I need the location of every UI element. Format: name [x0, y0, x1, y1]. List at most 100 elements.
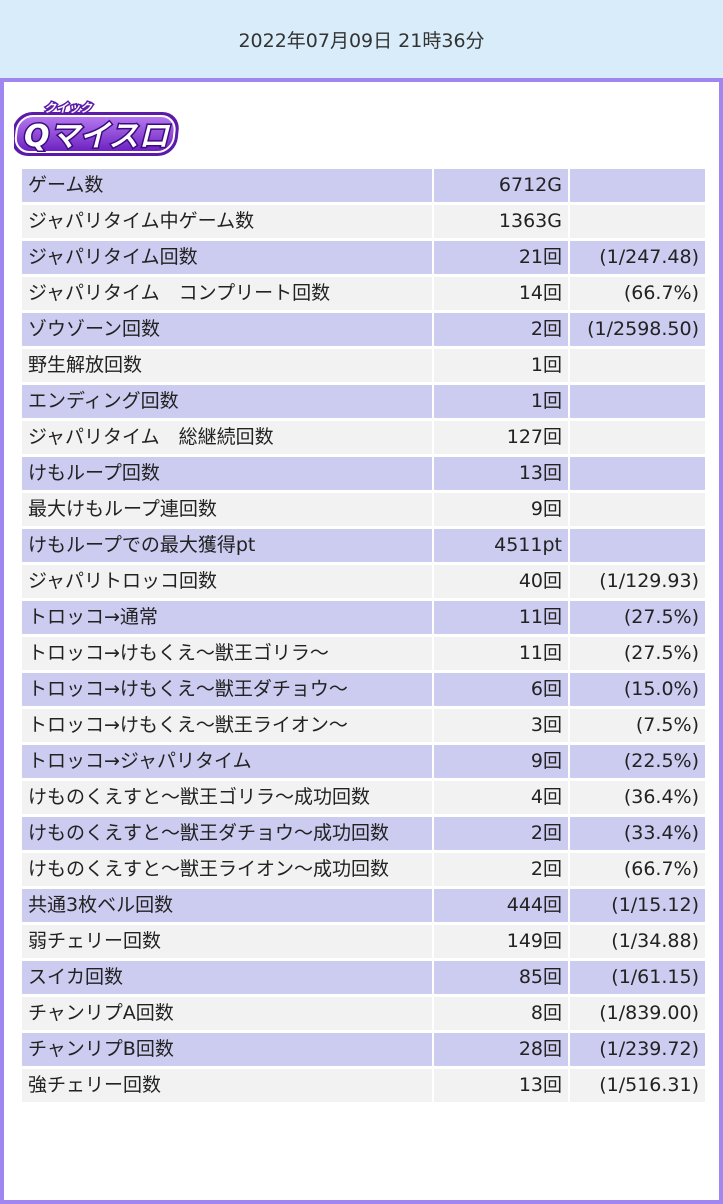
stat-name-cell: ジャパリタイム 総継続回数 — [22, 421, 432, 454]
stat-name-cell: ジャパリタイム中ゲーム数 — [22, 205, 432, 238]
stat-name-cell: トロッコ→けもくえ～獣王ダチョウ～ — [22, 673, 432, 706]
stat-ratio-cell: (66.7%) — [570, 277, 705, 310]
stat-ratio-cell: (7.5%) — [570, 709, 705, 742]
stat-ratio-cell: (1/239.72) — [570, 1033, 705, 1066]
table-row: ジャパリタイム回数 21回 (1/247.48) — [22, 241, 705, 274]
stat-name-cell: けものくえすと～獣王ゴリラ～成功回数 — [22, 781, 432, 814]
stat-ratio-cell — [570, 169, 705, 202]
stat-ratio-cell — [570, 421, 705, 454]
table-row: ジャパリタイム中ゲーム数 1363G — [22, 205, 705, 238]
stat-value-cell: 444回 — [434, 889, 568, 922]
stat-value-cell: 1回 — [434, 349, 568, 382]
stat-ratio-cell: (1/34.88) — [570, 925, 705, 958]
table-row: 共通3枚ベル回数 444回 (1/15.12) — [22, 889, 705, 922]
stat-ratio-cell: (1/129.93) — [570, 565, 705, 598]
stat-ratio-cell — [570, 349, 705, 382]
stat-name-cell: けもループでの最大獲得pt — [22, 529, 432, 562]
stat-name-cell: けものくえすと～獣王ダチョウ～成功回数 — [22, 817, 432, 850]
stat-ratio-cell: (36.4%) — [570, 781, 705, 814]
stat-value-cell: 127回 — [434, 421, 568, 454]
stat-name-cell: 弱チェリー回数 — [22, 925, 432, 958]
stat-ratio-cell: (1/61.15) — [570, 961, 705, 994]
table-row: けものくえすと～獣王ライオン～成功回数 2回 (66.7%) — [22, 853, 705, 886]
page-header: 2022年07月09日 21時36分 — [0, 0, 723, 78]
datetime-label: 2022年07月09日 21時36分 — [238, 29, 485, 52]
stat-ratio-cell: (27.5%) — [570, 601, 705, 634]
stat-name-cell: チャンリプB回数 — [22, 1033, 432, 1066]
stat-name-cell: トロッコ→けもくえ～獣王ゴリラ～ — [22, 637, 432, 670]
stat-name-cell: ジャパリトロッコ回数 — [22, 565, 432, 598]
table-row: 弱チェリー回数 149回 (1/34.88) — [22, 925, 705, 958]
stat-name-cell: ゾウゾーン回数 — [22, 313, 432, 346]
quick-my-slo-logo: クイック Qマイスロ — [14, 100, 179, 156]
stat-ratio-cell — [570, 457, 705, 490]
stats-panel: クイック Qマイスロ ゲーム数 6712G ジャパリタイム中ゲーム数 1363G ジャパ… — [0, 78, 723, 1204]
stat-value-cell: 8回 — [434, 997, 568, 1030]
stat-name-cell: けものくえすと～獣王ライオン～成功回数 — [22, 853, 432, 886]
stat-name-cell: エンディング回数 — [22, 385, 432, 418]
table-row: ゾウゾーン回数 2回 (1/2598.50) — [22, 313, 705, 346]
table-row: チャンリプA回数 8回 (1/839.00) — [22, 997, 705, 1030]
stat-ratio-cell — [570, 385, 705, 418]
stat-value-cell: 13回 — [434, 457, 568, 490]
stat-value-cell: 4511pt — [434, 529, 568, 562]
stat-name-cell: けもループ回数 — [22, 457, 432, 490]
stat-ratio-cell — [570, 493, 705, 526]
stat-value-cell: 149回 — [434, 925, 568, 958]
stat-value-cell: 6712G — [434, 169, 568, 202]
table-row: チャンリプB回数 28回 (1/239.72) — [22, 1033, 705, 1066]
logo-small-text: クイック — [44, 101, 93, 115]
logo-main-text: Qマイスロ — [24, 119, 171, 154]
table-row: けものくえすと～獣王ゴリラ～成功回数 4回 (36.4%) — [22, 781, 705, 814]
stats-table: ゲーム数 6712G ジャパリタイム中ゲーム数 1363G ジャパリタイム回数 21回 (1… — [20, 166, 707, 1105]
stat-name-cell: トロッコ→通常 — [22, 601, 432, 634]
stat-value-cell: 11回 — [434, 601, 568, 634]
stat-ratio-cell: (1/247.48) — [570, 241, 705, 274]
stat-name-cell: ゲーム数 — [22, 169, 432, 202]
table-row: けもループでの最大獲得pt 4511pt — [22, 529, 705, 562]
stat-ratio-cell: (1/15.12) — [570, 889, 705, 922]
stat-value-cell: 40回 — [434, 565, 568, 598]
table-row: ゲーム数 6712G — [22, 169, 705, 202]
stat-ratio-cell: (1/516.31) — [570, 1069, 705, 1102]
stat-name-cell: ジャパリタイム回数 — [22, 241, 432, 274]
stat-value-cell: 14回 — [434, 277, 568, 310]
stat-name-cell: トロッコ→ジャパリタイム — [22, 745, 432, 778]
stat-value-cell: 11回 — [434, 637, 568, 670]
stat-name-cell: 野生解放回数 — [22, 349, 432, 382]
stat-ratio-cell — [570, 205, 705, 238]
stat-ratio-cell: (15.0%) — [570, 673, 705, 706]
stat-name-cell: 強チェリー回数 — [22, 1069, 432, 1102]
stat-value-cell: 3回 — [434, 709, 568, 742]
stat-name-cell: スイカ回数 — [22, 961, 432, 994]
stat-ratio-cell: (33.4%) — [570, 817, 705, 850]
table-row: トロッコ→ジャパリタイム 9回 (22.5%) — [22, 745, 705, 778]
stat-value-cell: 9回 — [434, 493, 568, 526]
stat-name-cell: トロッコ→けもくえ～獣王ライオン～ — [22, 709, 432, 742]
stat-ratio-cell: (22.5%) — [570, 745, 705, 778]
stat-value-cell: 2回 — [434, 817, 568, 850]
stat-value-cell: 2回 — [434, 853, 568, 886]
table-row: トロッコ→けもくえ～獣王ライオン～ 3回 (7.5%) — [22, 709, 705, 742]
stat-ratio-cell: (27.5%) — [570, 637, 705, 670]
stat-value-cell: 1363G — [434, 205, 568, 238]
stat-name-cell: 共通3枚ベル回数 — [22, 889, 432, 922]
table-row: エンディング回数 1回 — [22, 385, 705, 418]
table-row: トロッコ→けもくえ～獣王ゴリラ～ 11回 (27.5%) — [22, 637, 705, 670]
table-row: けものくえすと～獣王ダチョウ～成功回数 2回 (33.4%) — [22, 817, 705, 850]
table-row: トロッコ→けもくえ～獣王ダチョウ～ 6回 (15.0%) — [22, 673, 705, 706]
stat-name-cell: ジャパリタイム コンプリート回数 — [22, 277, 432, 310]
table-row: スイカ回数 85回 (1/61.15) — [22, 961, 705, 994]
table-row: けもループ回数 13回 — [22, 457, 705, 490]
stat-value-cell: 4回 — [434, 781, 568, 814]
stat-ratio-cell: (66.7%) — [570, 853, 705, 886]
table-row: トロッコ→通常 11回 (27.5%) — [22, 601, 705, 634]
table-row: 強チェリー回数 13回 (1/516.31) — [22, 1069, 705, 1102]
stat-value-cell: 21回 — [434, 241, 568, 274]
stat-ratio-cell: (1/839.00) — [570, 997, 705, 1030]
stat-ratio-cell — [570, 529, 705, 562]
table-row: ジャパリタイム コンプリート回数 14回 (66.7%) — [22, 277, 705, 310]
stat-value-cell: 28回 — [434, 1033, 568, 1066]
table-row: ジャパリトロッコ回数 40回 (1/129.93) — [22, 565, 705, 598]
stat-value-cell: 13回 — [434, 1069, 568, 1102]
